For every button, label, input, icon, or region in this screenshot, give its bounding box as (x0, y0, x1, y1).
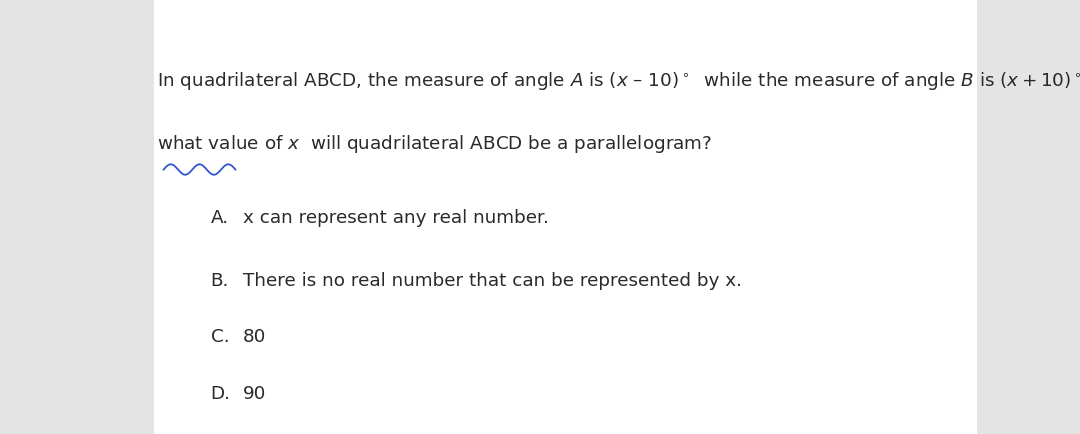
Text: In quadrilateral ABCD, the measure of angle $\it{A}$ is $(\it{x}$ – 10)$^\circ$ : In quadrilateral ABCD, the measure of an… (157, 69, 1080, 92)
Text: A.: A. (211, 208, 229, 226)
Text: D.: D. (211, 384, 231, 402)
FancyBboxPatch shape (154, 0, 977, 434)
Text: 90: 90 (243, 384, 267, 402)
Text: x can represent any real number.: x can represent any real number. (243, 208, 549, 226)
Text: B.: B. (211, 271, 229, 289)
Text: what value of $\it{x}$  will quadrilateral ABCD be a parallelogram?: what value of $\it{x}$ will quadrilatera… (157, 132, 712, 155)
Text: There is no real number that can be represented by x.: There is no real number that can be repr… (243, 271, 742, 289)
Text: C.: C. (211, 328, 229, 345)
Text: 80: 80 (243, 328, 267, 345)
